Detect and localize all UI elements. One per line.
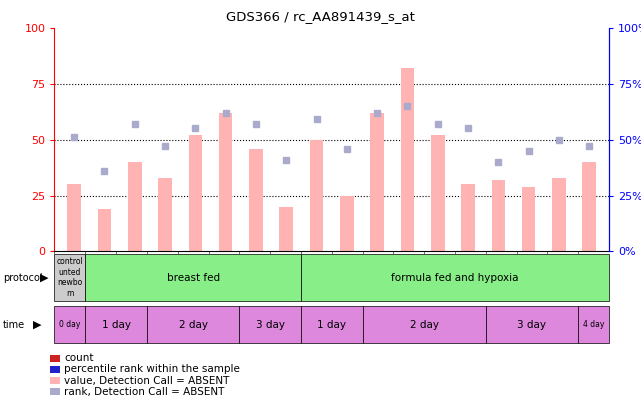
- Text: value, Detection Call = ABSENT: value, Detection Call = ABSENT: [64, 375, 229, 386]
- Bar: [578, 306, 609, 343]
- Bar: [431, 135, 445, 251]
- Bar: [128, 162, 142, 251]
- Text: rank, Detection Call = ABSENT: rank, Detection Call = ABSENT: [64, 386, 224, 396]
- Bar: [583, 162, 596, 251]
- Text: time: time: [3, 320, 26, 329]
- Bar: [279, 207, 293, 251]
- Bar: [147, 306, 239, 343]
- Bar: [370, 113, 384, 251]
- Text: 4 day: 4 day: [583, 320, 604, 329]
- Text: percentile rank within the sample: percentile rank within the sample: [64, 364, 240, 375]
- Bar: [301, 306, 363, 343]
- Bar: [239, 306, 301, 343]
- Bar: [188, 135, 202, 251]
- Text: GDS366 / rc_AA891439_s_at: GDS366 / rc_AA891439_s_at: [226, 10, 415, 23]
- Bar: [67, 184, 81, 251]
- Text: 1 day: 1 day: [101, 320, 131, 329]
- Bar: [219, 113, 233, 251]
- Bar: [492, 180, 505, 251]
- Text: control
unted
newbo
m: control unted newbo m: [56, 257, 83, 298]
- Bar: [363, 306, 486, 343]
- Text: count: count: [64, 353, 94, 364]
- Text: 2 day: 2 day: [179, 320, 208, 329]
- Bar: [340, 196, 354, 251]
- Text: 3 day: 3 day: [256, 320, 285, 329]
- Text: 2 day: 2 day: [410, 320, 438, 329]
- Bar: [310, 139, 324, 251]
- Bar: [522, 187, 535, 251]
- Text: protocol: protocol: [3, 272, 43, 283]
- Bar: [462, 184, 475, 251]
- Bar: [301, 254, 609, 301]
- Text: breast fed: breast fed: [167, 272, 220, 283]
- Text: ▶: ▶: [33, 320, 42, 329]
- Text: ▶: ▶: [40, 272, 48, 283]
- Bar: [552, 178, 566, 251]
- Bar: [54, 306, 85, 343]
- Text: 0 day: 0 day: [59, 320, 81, 329]
- Text: formula fed and hypoxia: formula fed and hypoxia: [391, 272, 519, 283]
- Text: 1 day: 1 day: [317, 320, 346, 329]
- Bar: [54, 254, 85, 301]
- Text: 3 day: 3 day: [517, 320, 546, 329]
- Bar: [85, 254, 301, 301]
- Bar: [97, 209, 112, 251]
- Bar: [158, 178, 172, 251]
- Bar: [249, 148, 263, 251]
- Bar: [486, 306, 578, 343]
- Bar: [85, 306, 147, 343]
- Bar: [401, 68, 414, 251]
